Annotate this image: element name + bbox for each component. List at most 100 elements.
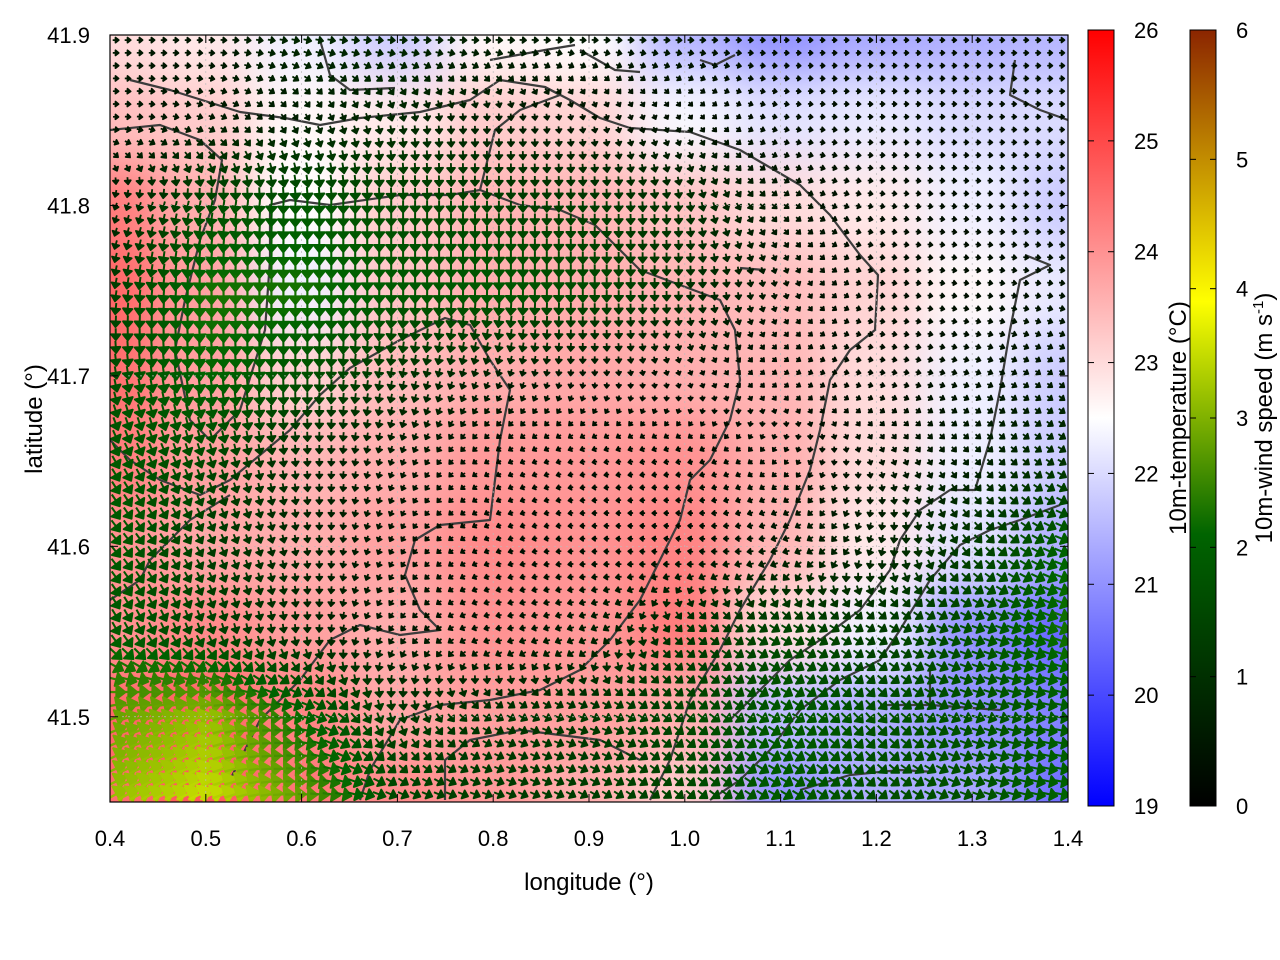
wind-arrow	[172, 75, 180, 82]
wind-arrow	[710, 330, 718, 339]
wind-arrow	[591, 101, 598, 108]
wind-arrow	[435, 394, 443, 403]
wind-arrow	[1035, 228, 1042, 235]
wind-arrow	[723, 139, 730, 146]
wind-arrow	[939, 113, 946, 120]
wind-arrow	[962, 458, 969, 466]
wind-arrow	[255, 150, 264, 161]
wind-arrow	[434, 341, 444, 353]
wind-arrow	[436, 523, 442, 529]
wind-arrow	[759, 177, 766, 184]
wind-arrow	[148, 113, 156, 121]
wind-arrow	[110, 353, 122, 367]
wind-arrow	[483, 381, 491, 390]
wind-arrow	[1011, 152, 1018, 159]
wind-arrow	[193, 403, 206, 419]
wind-arrow	[112, 100, 120, 108]
wind-arrow	[938, 458, 946, 466]
wind-arrow	[495, 113, 503, 121]
wind-arrow	[324, 237, 338, 254]
wind-arrow	[504, 289, 518, 304]
wind-arrow	[302, 444, 312, 455]
wind-arrow	[867, 343, 874, 350]
wind-arrow	[987, 75, 994, 82]
wind-arrow	[387, 445, 395, 454]
wind-arrow	[1035, 203, 1042, 210]
wind-arrow	[279, 74, 288, 82]
wind-arrow	[963, 356, 970, 363]
wind-arrow	[747, 49, 754, 57]
wind-arrow	[349, 187, 361, 201]
wind-arrow	[112, 62, 120, 70]
wind-arrow	[807, 267, 813, 274]
wind-arrow	[879, 407, 886, 414]
wind-arrow	[939, 126, 946, 133]
wind-arrow	[484, 407, 491, 415]
wind-arrow	[589, 188, 600, 200]
wind-arrow	[615, 126, 622, 134]
wind-arrow	[686, 201, 696, 212]
wind-arrow	[157, 404, 170, 419]
wind-arrow	[412, 612, 418, 619]
wind-arrow	[1034, 407, 1042, 414]
wind-arrow	[409, 200, 421, 214]
wind-arrow	[447, 599, 454, 606]
wind-arrow	[169, 429, 182, 444]
wind-arrow	[242, 175, 253, 188]
wind-arrow	[661, 265, 672, 277]
wind-arrow	[795, 62, 802, 69]
wind-arrow	[435, 407, 443, 415]
wind-arrow	[517, 200, 529, 213]
wind-arrow	[256, 126, 263, 134]
wind-arrow	[339, 458, 348, 467]
wind-arrow	[339, 483, 348, 492]
wind-arrow	[627, 88, 634, 95]
wind-arrow	[277, 378, 290, 393]
wind-arrow	[649, 277, 660, 290]
wind-arrow	[327, 49, 336, 57]
wind-arrow	[783, 254, 790, 261]
wind-arrow	[723, 408, 730, 415]
wind-arrow	[626, 151, 635, 160]
wind-arrow	[480, 288, 494, 304]
wind-arrow	[423, 420, 431, 428]
wind-arrow	[819, 88, 826, 95]
wind-arrow	[472, 446, 478, 452]
wind-arrow	[651, 433, 658, 439]
wind-arrow	[1035, 279, 1042, 287]
wind-arrow	[1058, 330, 1066, 338]
wind-arrow	[927, 177, 934, 184]
wind-arrow	[483, 125, 491, 135]
wind-arrow	[759, 369, 766, 375]
wind-arrow	[315, 483, 324, 493]
wind-arrow	[555, 113, 563, 121]
wind-arrow	[651, 139, 658, 147]
wind-arrow	[975, 49, 982, 56]
wind-arrow	[182, 442, 194, 457]
wind-arrow	[687, 433, 693, 439]
wind-arrow	[625, 303, 636, 315]
wind-arrow	[180, 275, 195, 292]
wind-arrow	[291, 62, 300, 70]
wind-arrow	[242, 430, 253, 443]
wind-arrow	[348, 262, 362, 279]
wind-arrow	[553, 226, 565, 239]
wind-arrow	[433, 225, 445, 240]
wind-arrow	[110, 340, 122, 354]
wind-arrow	[951, 279, 958, 286]
wind-arrow	[723, 330, 730, 338]
wind-arrow	[963, 267, 970, 274]
wind-arrow	[492, 276, 506, 291]
wind-arrow	[240, 237, 255, 254]
wind-arrow	[349, 327, 362, 342]
wind-arrow	[939, 139, 946, 146]
wind-arrow	[1047, 164, 1054, 172]
wind-arrow	[170, 225, 182, 239]
wind-arrow	[939, 407, 946, 414]
wind-arrow	[457, 302, 469, 316]
wind-arrow	[603, 49, 611, 57]
wind-arrow	[663, 433, 670, 439]
wind-arrow	[384, 263, 398, 279]
wind-arrow	[722, 189, 730, 198]
